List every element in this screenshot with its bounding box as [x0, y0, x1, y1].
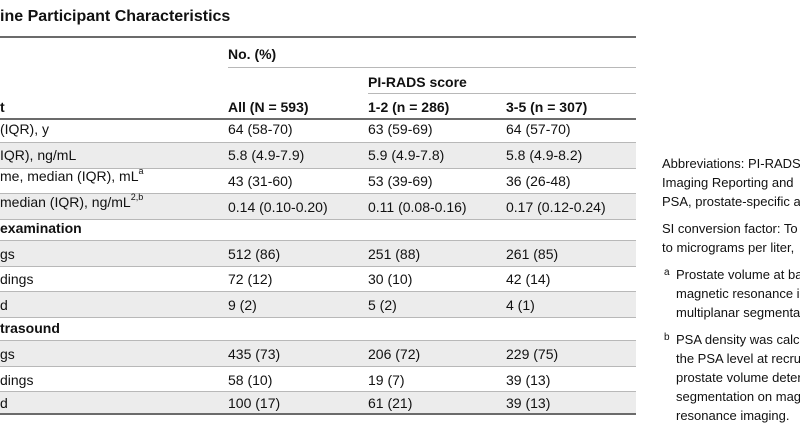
- exam-row-3-high: 4 (1): [506, 297, 535, 313]
- row-age-high: 64 (57-70): [506, 121, 571, 137]
- abbreviations-note: Abbreviations: PI-RADS Imaging Reporting…: [662, 156, 800, 209]
- group-rule: [228, 67, 636, 68]
- subgroup-rule: [368, 93, 636, 94]
- exam-row-1-high: 261 (85): [506, 246, 559, 262]
- table-notes: Abbreviations: PI-RADS Imaging Reporting…: [662, 154, 800, 433]
- subgroup-header: PI-RADS score: [368, 74, 467, 90]
- exam-row-2-low: 30 (10): [368, 271, 413, 287]
- us-row-2-all: 58 (10): [228, 372, 273, 388]
- us-row-1-label: gs: [0, 346, 15, 362]
- us-row-2-label: dings: [0, 372, 34, 388]
- row-band: [0, 241, 636, 266]
- us-row-2-low: 19 (7): [368, 372, 405, 388]
- us-row-3-all: 100 (17): [228, 395, 281, 411]
- si-conversion-note: SI conversion factor: To to micrograms p…: [662, 221, 798, 255]
- exam-row-1-label: gs: [0, 246, 15, 262]
- row-density-all: 0.14 (0.10-0.20): [228, 199, 328, 215]
- footnote-a: a Prostate volume at ba magnetic resonan…: [662, 265, 800, 322]
- row-psa-all: 5.8 (4.9-7.9): [228, 147, 305, 163]
- row-volume-low: 53 (39-69): [368, 173, 433, 189]
- exam-row-1-all: 512 (86): [228, 246, 281, 262]
- row-psa-high: 5.8 (4.9-8.2): [506, 147, 583, 163]
- row-band: [0, 292, 636, 317]
- row-psa-label: IQR), ng/mL: [0, 147, 77, 163]
- column-header-pirads-1-2: 1-2 (n = 286): [368, 99, 450, 115]
- us-row-1-all: 435 (73): [228, 346, 281, 362]
- title-rule: [0, 36, 636, 38]
- exam-row-3-all: 9 (2): [228, 297, 257, 313]
- table-bottom-rule: [0, 413, 636, 415]
- footnote-b: b PSA density was calcu the PSA level at…: [662, 330, 800, 425]
- column-header-pirads-3-5: 3-5 (n = 307): [506, 99, 588, 115]
- row-volume-all: 43 (31-60): [228, 173, 293, 189]
- us-row-1-high: 229 (75): [506, 346, 559, 362]
- row-volume-high: 36 (26-48): [506, 173, 571, 189]
- us-row-3-low: 61 (21): [368, 395, 413, 411]
- exam-row-1-low: 251 (88): [368, 246, 421, 262]
- row-age-label: (IQR), y: [0, 121, 49, 137]
- us-row-1-low: 206 (72): [368, 346, 421, 362]
- row-density-low: 0.11 (0.08-0.16): [368, 199, 467, 215]
- exam-row-2-all: 72 (12): [228, 271, 273, 287]
- us-row-2-high: 39 (13): [506, 372, 551, 388]
- group-header: No. (%): [228, 46, 277, 62]
- us-row-3-high: 39 (13): [506, 395, 551, 411]
- column-header-characteristic: t: [0, 99, 5, 115]
- column-header-all: All (N = 593): [228, 99, 309, 115]
- exam-row-2-label: dings: [0, 271, 34, 287]
- section-header-ultrasound: trasound: [0, 320, 60, 336]
- exam-row-3-low: 5 (2): [368, 297, 397, 313]
- row-density-high: 0.17 (0.12-0.24): [506, 199, 606, 215]
- footnote-mark: a: [664, 267, 670, 278]
- section-header-examination: examination: [0, 220, 82, 236]
- header-rule: [0, 118, 636, 120]
- exam-row-2-high: 42 (14): [506, 271, 551, 287]
- row-density-label: median (IQR), ng/mL2,b: [0, 192, 144, 210]
- row-band: [0, 143, 636, 168]
- row-age-all: 64 (58-70): [228, 121, 293, 137]
- row-age-low: 63 (59-69): [368, 121, 433, 137]
- row-band: [0, 341, 636, 366]
- row-band: [0, 392, 636, 413]
- us-row-3-label: d: [0, 395, 8, 411]
- table-title: ine Participant Characteristics: [0, 8, 231, 25]
- footnote-mark: b: [664, 332, 670, 343]
- row-volume-label: me, median (IQR), mLa: [0, 166, 144, 184]
- row-band: [0, 194, 636, 219]
- exam-row-3-label: d: [0, 297, 8, 313]
- row-psa-low: 5.9 (4.9-7.8): [368, 147, 445, 163]
